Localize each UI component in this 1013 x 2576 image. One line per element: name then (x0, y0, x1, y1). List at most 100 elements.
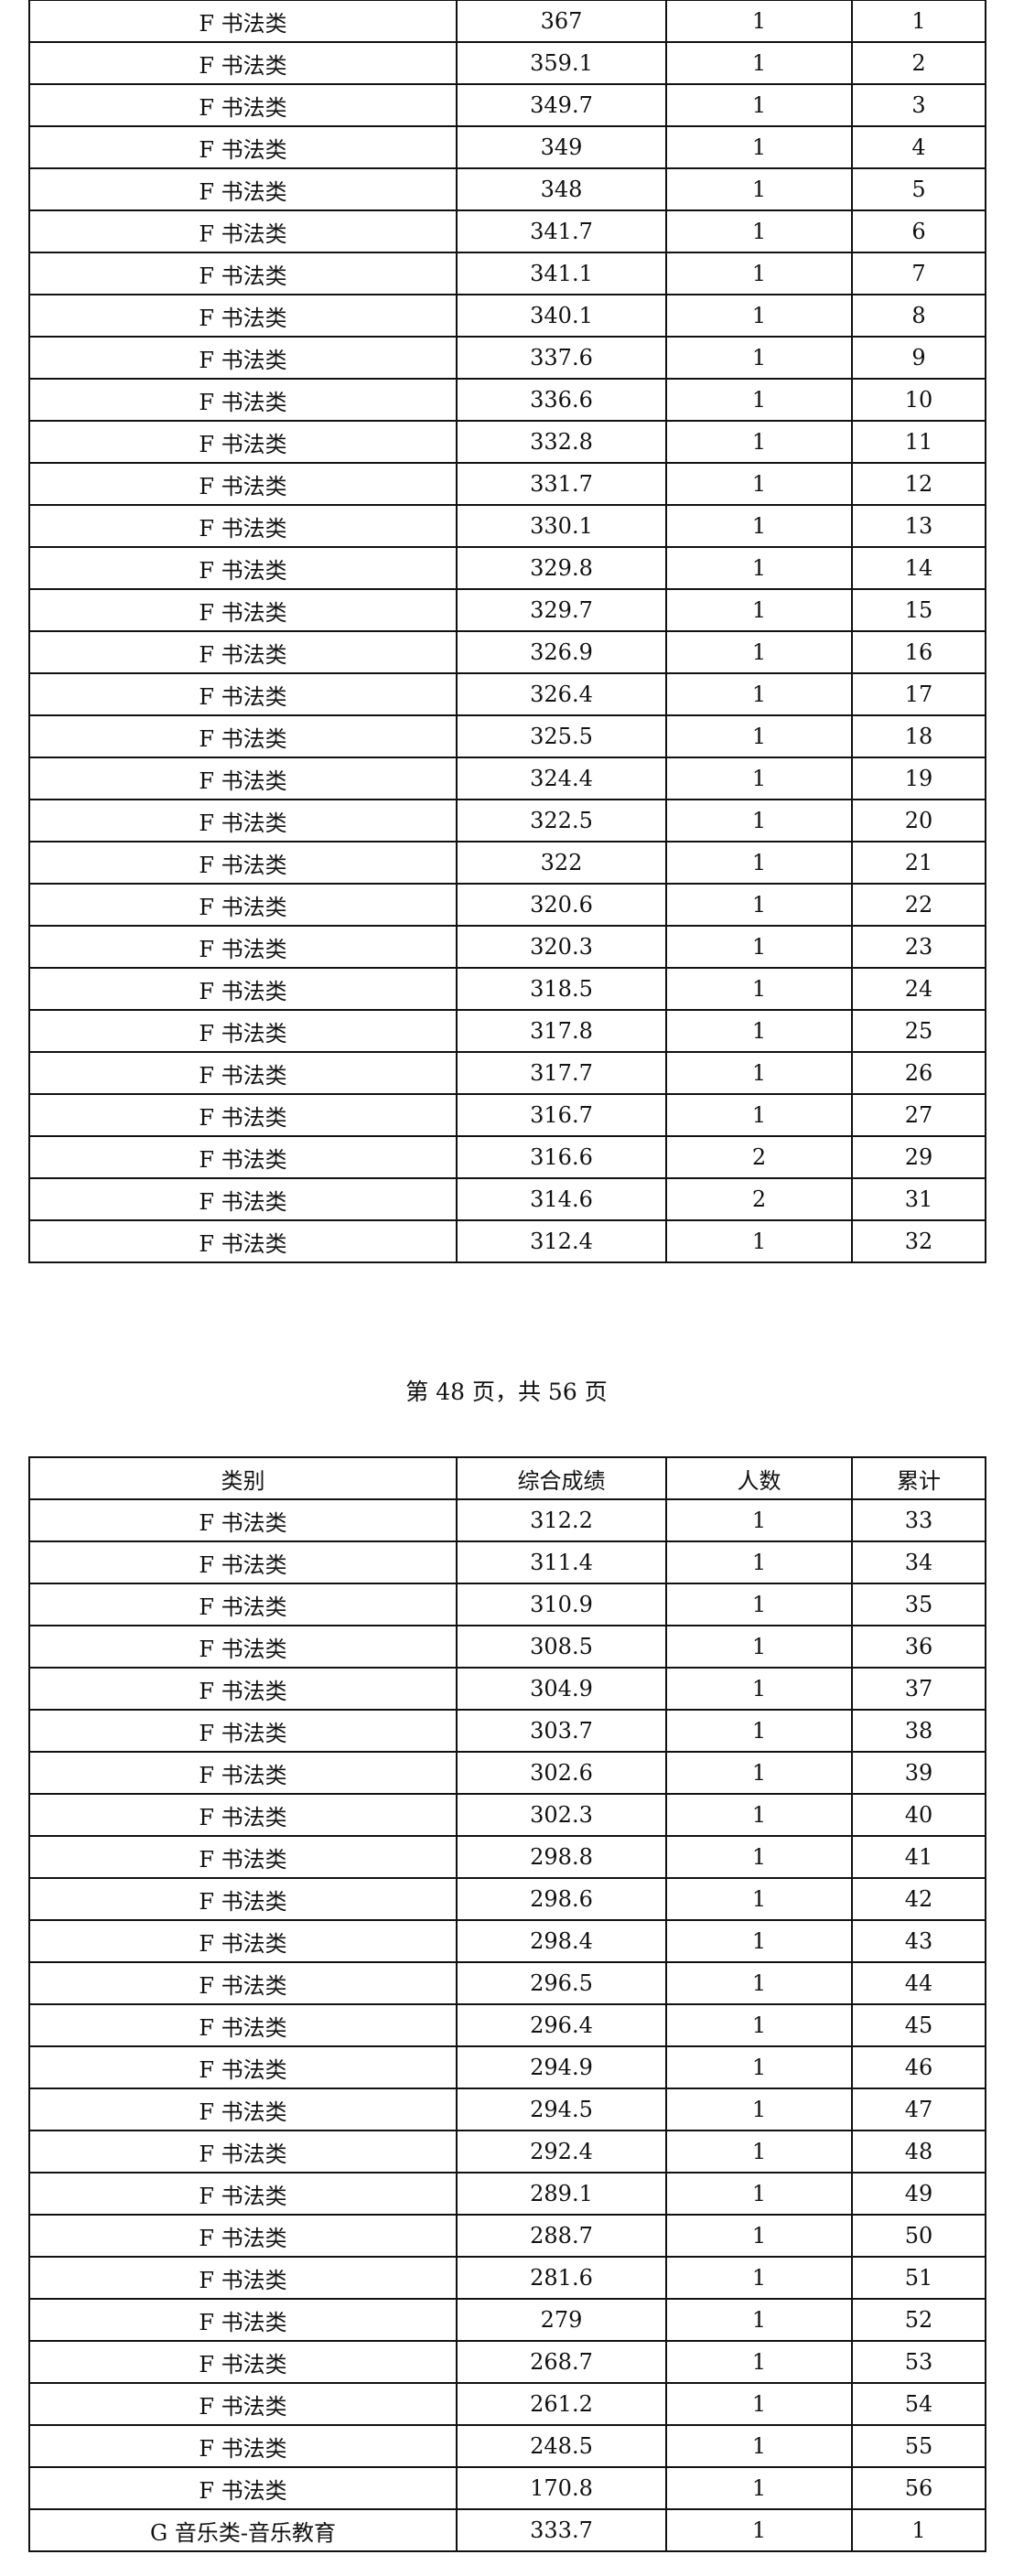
cell: 261.2 (456, 2382, 667, 2426)
cell: F 书法类 (28, 294, 458, 338)
cell: F 书法类 (28, 714, 458, 758)
cell: 349.7 (456, 83, 667, 127)
cell: 340.1 (456, 294, 667, 338)
cell: F 书法类 (28, 209, 458, 253)
page-footer: 第 48 页，共 56 页 (405, 1379, 608, 1405)
cell: 10 (851, 378, 986, 422)
cell: F 书法类 (28, 2340, 458, 2384)
cell: F 书法类 (28, 1625, 458, 1669)
table-row: F 书法类 289.1 1 49 (28, 2172, 986, 2216)
table-row: F 书法类 340.1 1 8 (28, 294, 986, 338)
cell: 1 (851, 0, 986, 43)
table-row: F 书法类 248.5 1 55 (28, 2424, 986, 2468)
cell: F 书法类 (28, 2298, 458, 2342)
cell: F 书法类 (28, 925, 458, 969)
cell: 3 (851, 83, 986, 127)
cell: 1 (665, 2045, 853, 2089)
cell: 1 (665, 2172, 853, 2216)
table-row: F 书法类 261.2 1 54 (28, 2382, 986, 2426)
table-row: F 书法类 281.6 1 51 (28, 2256, 986, 2300)
cell: 1 (665, 2382, 853, 2426)
score-table: 类别 综合成绩 人数 累计 F 书法类 312.2 1 33 F 书法类 311.4 1 34 F 书法… (28, 1456, 986, 2552)
cell: 332.8 (456, 420, 667, 464)
cell: 322.5 (456, 799, 667, 843)
cell: 44 (851, 1961, 986, 2005)
cell: 5 (851, 167, 986, 211)
cell: 19 (851, 757, 986, 800)
cell: 326.9 (456, 630, 667, 674)
cell: 312.4 (456, 1219, 667, 1263)
cell: 29 (851, 1135, 986, 1179)
table-row: F 书法类 326.9 1 16 (28, 630, 986, 674)
cell: 294.5 (456, 2088, 667, 2131)
cell: 1 (665, 209, 853, 253)
table-row: F 书法类 298.8 1 41 (28, 1835, 986, 1879)
cell: F 书法类 (28, 2130, 458, 2174)
table-row: F 书法类 303.7 1 38 (28, 1709, 986, 1753)
cell: 40 (851, 1793, 986, 1837)
cell: F 书法类 (28, 1583, 458, 1626)
cell: 1 (665, 2130, 853, 2174)
cell: 1 (665, 967, 853, 1011)
table-row: F 书法类 294.9 1 46 (28, 2045, 986, 2089)
cell: 325.5 (456, 714, 667, 758)
table-row: G 音乐类-音乐教育 333.7 1 1 (28, 2508, 986, 2552)
cell: 341.1 (456, 252, 667, 295)
cell: F 书法类 (28, 546, 458, 590)
cell: 34 (851, 1540, 986, 1584)
cell: 1 (665, 2466, 853, 2510)
cell: 289.1 (456, 2172, 667, 2216)
cell: 35 (851, 1583, 986, 1626)
cell: 1 (665, 504, 853, 548)
cell: 331.7 (456, 462, 667, 506)
table-row: F 书法类 302.6 1 39 (28, 1751, 986, 1795)
cell: 1 (665, 1051, 853, 1095)
cell: 7 (851, 252, 986, 295)
cell: 2 (665, 1135, 853, 1179)
cell: 1 (665, 630, 853, 674)
cell: F 书法类 (28, 378, 458, 422)
cell: 322 (456, 841, 667, 885)
cell: 303.7 (456, 1709, 667, 1753)
cell: F 书法类 (28, 2088, 458, 2131)
cell: F 书法类 (28, 1877, 458, 1921)
cell: 33 (851, 1498, 986, 1542)
cell: 54 (851, 2382, 986, 2426)
cell: F 书法类 (28, 799, 458, 843)
cell: F 书法类 (28, 588, 458, 632)
cell: F 书法类 (28, 1793, 458, 1837)
header-row: 类别 综合成绩 人数 累计 (28, 1456, 986, 1500)
table-row: F 书法类 279 1 52 (28, 2298, 986, 2342)
cell: 1 (665, 1793, 853, 1837)
cell: 32 (851, 1219, 986, 1263)
cell: 296.5 (456, 1961, 667, 2005)
table-row: F 书法类 349.7 1 3 (28, 83, 986, 127)
cell: G 音乐类-音乐教育 (28, 2508, 458, 2552)
cell: 1 (665, 1667, 853, 1711)
cell: 1 (665, 2256, 853, 2300)
cell: 2 (665, 1177, 853, 1221)
cell: 320.3 (456, 925, 667, 969)
cell: 333.7 (456, 2508, 667, 2552)
cell: F 书法类 (28, 1835, 458, 1879)
cell: 37 (851, 1667, 986, 1711)
cell: 1 (665, 2340, 853, 2384)
cell: F 书法类 (28, 504, 458, 548)
cell: 248.5 (456, 2424, 667, 2468)
cell: F 书法类 (28, 841, 458, 885)
cell: 324.4 (456, 757, 667, 800)
cell: 31 (851, 1177, 986, 1221)
cell: F 书法类 (28, 2424, 458, 2468)
cell: 1 (665, 294, 853, 338)
cell: 341.7 (456, 209, 667, 253)
cell: 36 (851, 1625, 986, 1669)
cell: 1 (665, 1498, 853, 1542)
table-row: F 书法类 302.3 1 40 (28, 1793, 986, 1837)
cell: 296.4 (456, 2003, 667, 2047)
cell: 329.7 (456, 588, 667, 632)
cell: 1 (665, 841, 853, 885)
table-row: F 书法类 308.5 1 36 (28, 1625, 986, 1669)
cell: 336.6 (456, 378, 667, 422)
table-row: F 书法类 311.4 1 34 (28, 1540, 986, 1584)
